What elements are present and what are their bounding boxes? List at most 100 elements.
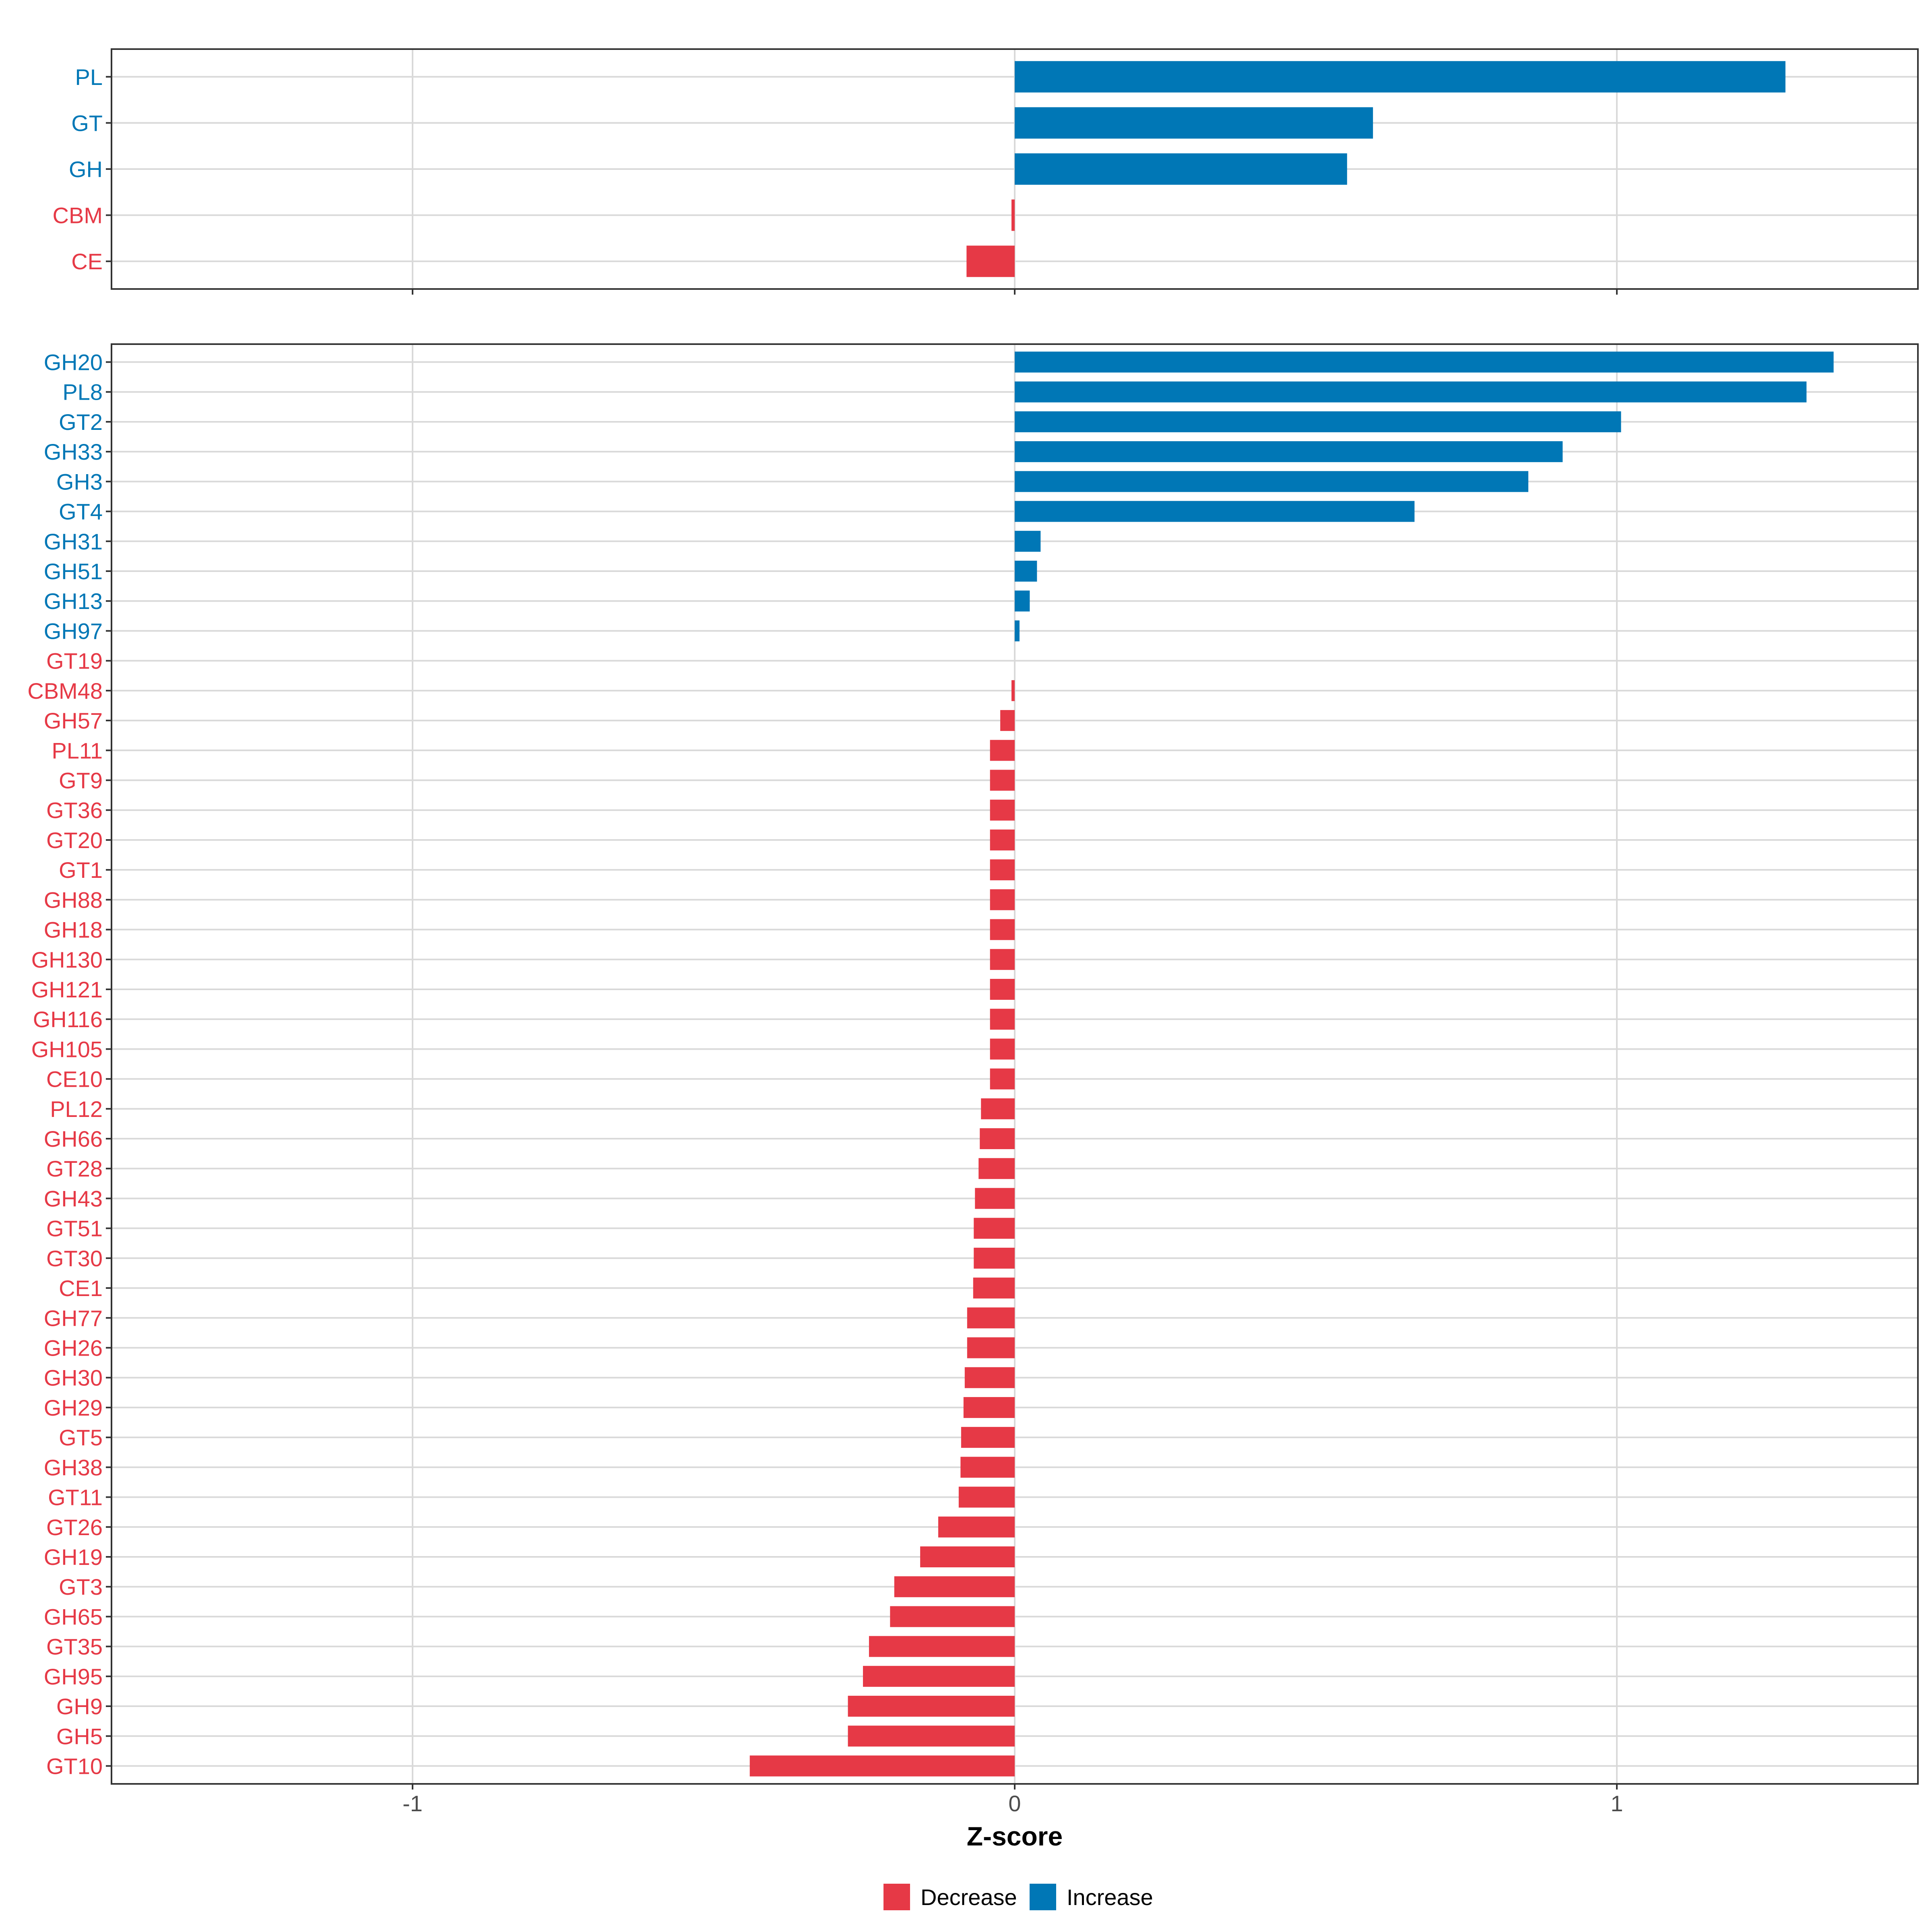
bar-gt36 bbox=[990, 799, 1015, 821]
y-tick-label: CE bbox=[71, 249, 103, 274]
y-tick-label: GH3 bbox=[56, 469, 103, 494]
y-tick-label: GH19 bbox=[44, 1544, 103, 1570]
y-tick-label: GH65 bbox=[44, 1604, 103, 1629]
bar-gh65 bbox=[890, 1606, 1015, 1627]
bar-ce1 bbox=[973, 1278, 1015, 1299]
y-tick-label: GT9 bbox=[59, 768, 103, 793]
y-tick-label: GT20 bbox=[46, 828, 103, 853]
y-tick-label: GT3 bbox=[59, 1574, 103, 1600]
y-tick-label: GH18 bbox=[44, 917, 103, 943]
bar-gh43 bbox=[975, 1188, 1015, 1209]
y-tick-label: GH26 bbox=[44, 1335, 103, 1361]
y-tick-label: GH88 bbox=[44, 887, 103, 912]
y-tick-label: CE10 bbox=[46, 1067, 103, 1092]
bar-gh18 bbox=[990, 919, 1015, 940]
bar-gh33 bbox=[1015, 441, 1563, 462]
y-tick-label: GH66 bbox=[44, 1126, 103, 1152]
bar-pl12 bbox=[981, 1098, 1015, 1119]
bar-gt35 bbox=[869, 1636, 1015, 1657]
y-tick-label: PL12 bbox=[50, 1096, 103, 1122]
y-tick-label: GT51 bbox=[46, 1216, 103, 1241]
y-tick-label: GT2 bbox=[59, 409, 103, 435]
bar-gh88 bbox=[990, 889, 1015, 910]
bar-gh13 bbox=[1015, 590, 1030, 612]
bar-gh5 bbox=[848, 1726, 1015, 1747]
y-tick-label: GH43 bbox=[44, 1186, 103, 1211]
y-tick-label: PL bbox=[75, 64, 103, 90]
y-tick-label: GT4 bbox=[59, 499, 103, 524]
legend-swatch-decrease bbox=[883, 1884, 910, 1910]
bar-gt2 bbox=[1015, 411, 1621, 432]
y-tick-label: GH20 bbox=[44, 350, 103, 375]
y-tick-label: GH29 bbox=[44, 1395, 103, 1420]
legend-label-increase: Increase bbox=[1067, 1885, 1153, 1910]
legend: Decrease Increase bbox=[883, 1884, 1153, 1910]
bar-gh121 bbox=[990, 978, 1015, 1000]
bar-gh95 bbox=[863, 1666, 1015, 1687]
y-tick-label: GT11 bbox=[48, 1485, 103, 1510]
bar-pl11 bbox=[990, 740, 1015, 761]
bar-gh30 bbox=[964, 1367, 1015, 1388]
bar-gt51 bbox=[974, 1218, 1015, 1239]
y-tick-label: GT28 bbox=[46, 1156, 103, 1181]
y-tick-label: GH9 bbox=[56, 1694, 103, 1719]
bar-gh38 bbox=[960, 1457, 1015, 1478]
y-tick-label: GH31 bbox=[44, 529, 103, 554]
y-tick-label: PL11 bbox=[52, 738, 103, 763]
y-tick-label: GH95 bbox=[44, 1664, 103, 1689]
y-tick-label: CBM48 bbox=[27, 678, 103, 704]
y-tick-label: GH116 bbox=[33, 1007, 103, 1032]
y-tick-label: GT19 bbox=[46, 648, 103, 674]
legend-label-decrease: Decrease bbox=[921, 1885, 1017, 1910]
bar-gt5 bbox=[961, 1427, 1015, 1448]
bar-cbm48 bbox=[1011, 680, 1015, 701]
y-tick-label: GT10 bbox=[46, 1753, 103, 1779]
y-tick-label: GH30 bbox=[44, 1365, 103, 1391]
y-tick-label: GH13 bbox=[44, 588, 103, 614]
y-tick-label: GH97 bbox=[44, 618, 103, 644]
bar-gh20 bbox=[1015, 351, 1834, 373]
bar-gt10 bbox=[749, 1755, 1015, 1777]
top-panel: PL GT GH CBM CE bbox=[53, 48, 1919, 295]
bar-gt20 bbox=[990, 829, 1015, 850]
bar-gh bbox=[1015, 153, 1347, 185]
bar-gh57 bbox=[1000, 710, 1015, 731]
y-tick-label: GH5 bbox=[56, 1724, 103, 1749]
y-tick-label: CBM bbox=[53, 203, 103, 228]
y-tick-label: GT5 bbox=[59, 1425, 103, 1450]
x-axis-title: Z-score bbox=[967, 1821, 1063, 1851]
y-tick-label: GH77 bbox=[44, 1305, 103, 1331]
y-tick-label: GH121 bbox=[31, 977, 103, 1002]
x-tick-label: -1 bbox=[402, 1791, 423, 1816]
bar-gh29 bbox=[963, 1397, 1015, 1418]
bar-pl8 bbox=[1015, 381, 1807, 402]
y-tick-label: GT30 bbox=[46, 1246, 103, 1271]
bar-gh105 bbox=[990, 1038, 1015, 1060]
bar-pl bbox=[1015, 61, 1785, 93]
bar-gh3 bbox=[1015, 471, 1529, 492]
bottom-panel: GH20 PL8 GT2 GH33 GH3 GT4 GH31 GH51 GH13 GH97 GT19… bbox=[27, 343, 1919, 1790]
bar-gt9 bbox=[990, 770, 1015, 791]
bar-gh51 bbox=[1015, 561, 1037, 582]
y-tick-label: GT1 bbox=[59, 857, 103, 883]
legend-swatch-increase bbox=[1030, 1884, 1056, 1910]
bar-cbm bbox=[1011, 199, 1015, 231]
bar-gh26 bbox=[967, 1337, 1015, 1358]
bar-gt bbox=[1015, 107, 1373, 139]
y-tick-label: GH105 bbox=[31, 1036, 103, 1062]
y-tick-label: GH51 bbox=[44, 559, 103, 584]
bar-gh9 bbox=[848, 1696, 1015, 1717]
bar-gt11 bbox=[958, 1486, 1015, 1508]
bar-gh31 bbox=[1015, 530, 1041, 552]
x-axis: -1 0 1 bbox=[402, 1791, 1623, 1816]
y-tick-label: GH38 bbox=[44, 1455, 103, 1480]
bar-gh19 bbox=[920, 1546, 1015, 1567]
bar-gh97 bbox=[1015, 620, 1020, 642]
bar-gt3 bbox=[894, 1576, 1015, 1598]
bar-gh130 bbox=[990, 949, 1015, 970]
bar-gh66 bbox=[980, 1128, 1015, 1150]
bar-gt4 bbox=[1015, 501, 1415, 522]
y-tick-label: GH130 bbox=[31, 947, 103, 972]
x-tick-label: 1 bbox=[1610, 1791, 1623, 1816]
